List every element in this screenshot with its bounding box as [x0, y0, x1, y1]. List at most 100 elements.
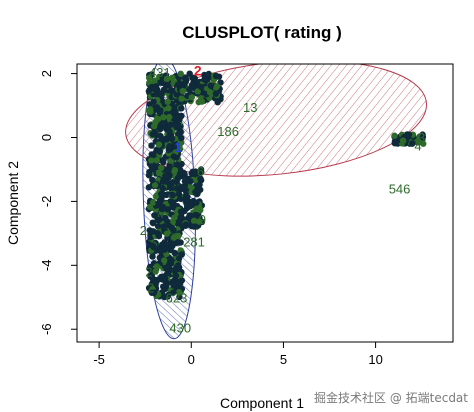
point-label: 13	[243, 100, 257, 115]
data-point	[155, 199, 162, 207]
data-point	[215, 73, 223, 80]
data-point	[159, 178, 167, 185]
x-tick-label: 0	[188, 352, 195, 367]
data-point	[169, 204, 177, 211]
point-label: 4	[414, 138, 421, 153]
data-point	[167, 246, 174, 254]
data-point	[391, 132, 398, 139]
data-point	[168, 198, 175, 205]
data-point	[175, 262, 182, 269]
data-point	[148, 289, 156, 296]
data-point	[151, 181, 159, 189]
data-point	[193, 199, 200, 206]
data-point	[173, 161, 181, 168]
point-label: 2	[140, 223, 147, 238]
data-point	[151, 278, 158, 285]
x-axis: -5 0 5 10	[93, 341, 383, 367]
data-point	[179, 87, 186, 95]
data-point	[191, 223, 198, 230]
data-point	[178, 134, 185, 142]
data-point	[400, 137, 407, 144]
data-point	[164, 82, 172, 89]
data-point	[187, 202, 194, 210]
data-point	[391, 138, 399, 145]
data-point	[160, 159, 167, 166]
data-point	[164, 269, 172, 276]
data-point	[198, 98, 206, 105]
data-point	[153, 157, 161, 164]
data-point	[148, 163, 155, 170]
data-point	[161, 120, 168, 127]
data-point	[152, 193, 160, 200]
data-point	[147, 234, 154, 241]
data-point	[149, 176, 156, 184]
data-point	[165, 291, 172, 299]
data-point	[162, 135, 169, 143]
data-point	[194, 88, 201, 95]
data-point	[192, 188, 199, 196]
data-point	[197, 186, 204, 193]
data-point	[178, 105, 185, 112]
data-point	[202, 75, 209, 82]
data-point	[175, 141, 183, 149]
data-point	[147, 108, 154, 115]
data-point	[159, 185, 166, 192]
data-point	[151, 212, 159, 219]
x-tick-label: -5	[93, 352, 105, 367]
data-point	[165, 105, 172, 112]
data-point	[149, 219, 157, 226]
data-point	[152, 118, 159, 126]
point-cloud	[145, 70, 427, 301]
cluster-1-center-label: 1	[174, 139, 182, 155]
point-label: 9	[199, 212, 206, 227]
data-point	[155, 141, 163, 148]
data-point	[188, 184, 195, 192]
data-point	[163, 76, 171, 83]
data-point	[152, 268, 159, 275]
y-tick-label: -4	[39, 260, 54, 272]
data-point	[170, 282, 177, 289]
data-point	[167, 259, 175, 267]
data-point	[161, 257, 168, 264]
data-point	[161, 239, 168, 246]
data-point	[156, 148, 164, 155]
data-point	[159, 275, 167, 283]
data-point	[171, 166, 179, 174]
data-point	[197, 206, 204, 214]
data-point	[182, 178, 189, 186]
y-tick-label: -6	[39, 323, 54, 335]
data-point	[148, 272, 155, 279]
data-point	[154, 216, 161, 224]
data-point	[156, 126, 164, 133]
data-point	[150, 98, 157, 105]
data-point	[182, 193, 190, 200]
data-point	[190, 217, 198, 225]
data-point	[150, 199, 157, 206]
data-point	[170, 289, 177, 296]
y-axis: -6 -4 -2 0 2	[39, 70, 78, 335]
data-point	[180, 169, 188, 177]
data-point	[157, 164, 165, 172]
data-point	[178, 95, 185, 102]
data-point	[148, 157, 155, 164]
data-point	[148, 142, 155, 149]
data-point	[146, 203, 154, 211]
watermark: 掘金技术社区 @ 拓端tecdat	[314, 391, 468, 405]
data-point	[168, 179, 175, 187]
data-point	[186, 86, 193, 93]
data-point	[167, 121, 174, 128]
data-point	[176, 116, 183, 123]
data-point	[154, 223, 162, 230]
data-point	[149, 253, 156, 260]
data-point	[168, 224, 176, 232]
cluster-2-center-label: 2	[194, 62, 202, 78]
data-point	[146, 86, 153, 94]
data-point	[146, 74, 153, 82]
data-point	[160, 114, 167, 121]
point-label: 3	[418, 130, 425, 145]
data-point	[195, 218, 203, 225]
data-point	[168, 135, 176, 142]
y-axis-label: Component 2	[5, 161, 21, 245]
data-point	[146, 265, 153, 272]
y-tick-label: -2	[39, 196, 54, 208]
